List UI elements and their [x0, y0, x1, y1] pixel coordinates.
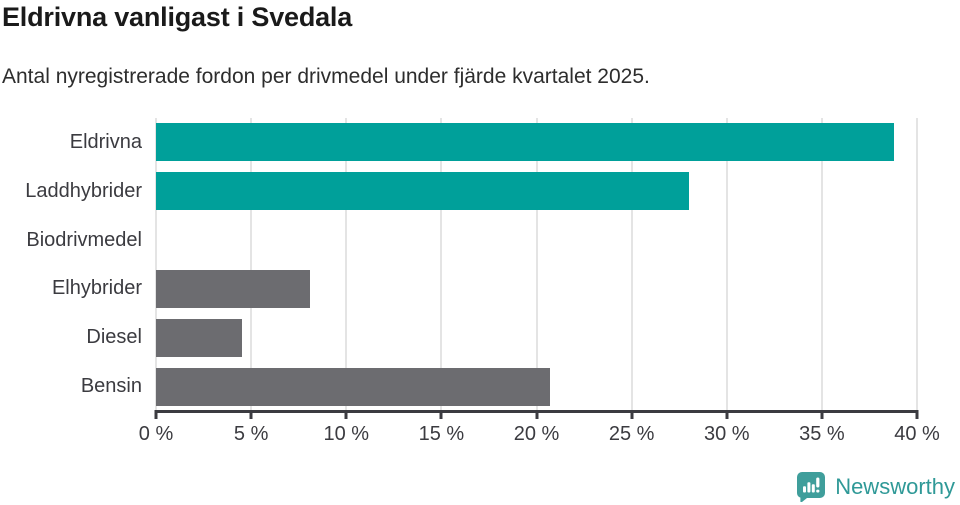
x-tick	[439, 410, 443, 419]
category-label-row: Bensin	[0, 362, 142, 411]
x-tick-label: 35 %	[799, 423, 845, 445]
gridline	[250, 118, 253, 411]
category-label: Diesel	[86, 326, 142, 349]
x-axis-ticks	[154, 410, 919, 419]
x-tick-label: 20 %	[513, 423, 560, 445]
x-tick	[249, 410, 253, 419]
category-label-row: Biodrivmedel	[0, 216, 142, 265]
x-tick	[630, 410, 634, 419]
category-label-row: Elhybrider	[0, 264, 142, 313]
bar-diesel	[156, 318, 242, 357]
bar-row	[156, 216, 917, 265]
gridline	[630, 118, 633, 411]
category-label-row: Eldrivna	[0, 118, 142, 167]
x-tick-label: 30 %	[703, 423, 750, 445]
category-label-row: Laddhybrider	[0, 167, 142, 216]
category-label: Laddhybrider	[25, 179, 142, 202]
x-tick-label: 40 %	[894, 423, 940, 445]
y-axis-labels: Eldrivna Laddhybrider Biodrivmedel Elhybrid…	[0, 118, 142, 411]
bar-row	[156, 313, 917, 362]
bar-elhybrider	[156, 269, 311, 308]
x-tick	[915, 410, 919, 419]
category-label: Bensin	[80, 375, 142, 398]
bar-row	[156, 118, 917, 167]
x-tick	[820, 410, 824, 419]
x-tick-label: 15 %	[418, 423, 465, 445]
x-tick-label: 0 %	[138, 423, 174, 445]
x-tick-label: 25 %	[608, 423, 655, 445]
gridline	[916, 118, 918, 411]
gridline	[725, 118, 728, 411]
newsworthy-logo-icon	[797, 472, 826, 502]
x-tick	[154, 410, 158, 419]
chart-title: Eldrivna vanligast i Svedala	[2, 2, 353, 32]
gridline	[440, 118, 443, 411]
gridlines	[155, 118, 918, 411]
bar-laddhybrider	[156, 172, 689, 211]
bar-row	[156, 264, 917, 313]
plot-area	[155, 118, 918, 411]
newsworthy-logo-text: Newsworthy	[835, 473, 955, 499]
category-label: Elhybrider	[51, 277, 142, 300]
bar-row	[156, 167, 917, 216]
x-tick-label: 10 %	[323, 423, 370, 445]
bar-series	[156, 118, 917, 411]
x-axis-tick-labels: 0 % 5 % 10 % 15 % 20 % 25 % 30 % 35 % 40 %	[139, 423, 940, 447]
gridline	[155, 118, 157, 411]
bar-eldrivna	[156, 123, 895, 162]
x-tick	[725, 410, 729, 419]
gridline	[820, 118, 823, 411]
x-tick-label: 5 %	[233, 423, 269, 445]
gridline	[535, 118, 538, 411]
category-label-row: Diesel	[0, 313, 142, 362]
gridline	[345, 118, 348, 411]
chart-subtitle: Antal nyregistrerade fordon per drivmede…	[2, 65, 650, 88]
x-tick	[535, 410, 538, 419]
category-label: Eldrivna	[69, 130, 142, 153]
bar-bensin	[156, 367, 550, 406]
x-tick	[344, 410, 348, 419]
bar-row	[156, 362, 917, 411]
newsworthy-branding: Newsworthy	[796, 471, 955, 502]
category-label: Biodrivmedel	[26, 228, 142, 251]
